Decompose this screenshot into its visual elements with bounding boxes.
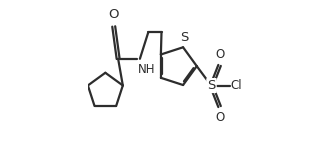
Text: O: O bbox=[216, 48, 225, 61]
Text: NH: NH bbox=[138, 63, 155, 76]
Text: O: O bbox=[109, 8, 119, 21]
Text: Cl: Cl bbox=[230, 80, 242, 92]
Text: S: S bbox=[180, 31, 188, 44]
Text: O: O bbox=[216, 111, 225, 124]
Text: S: S bbox=[207, 79, 216, 92]
